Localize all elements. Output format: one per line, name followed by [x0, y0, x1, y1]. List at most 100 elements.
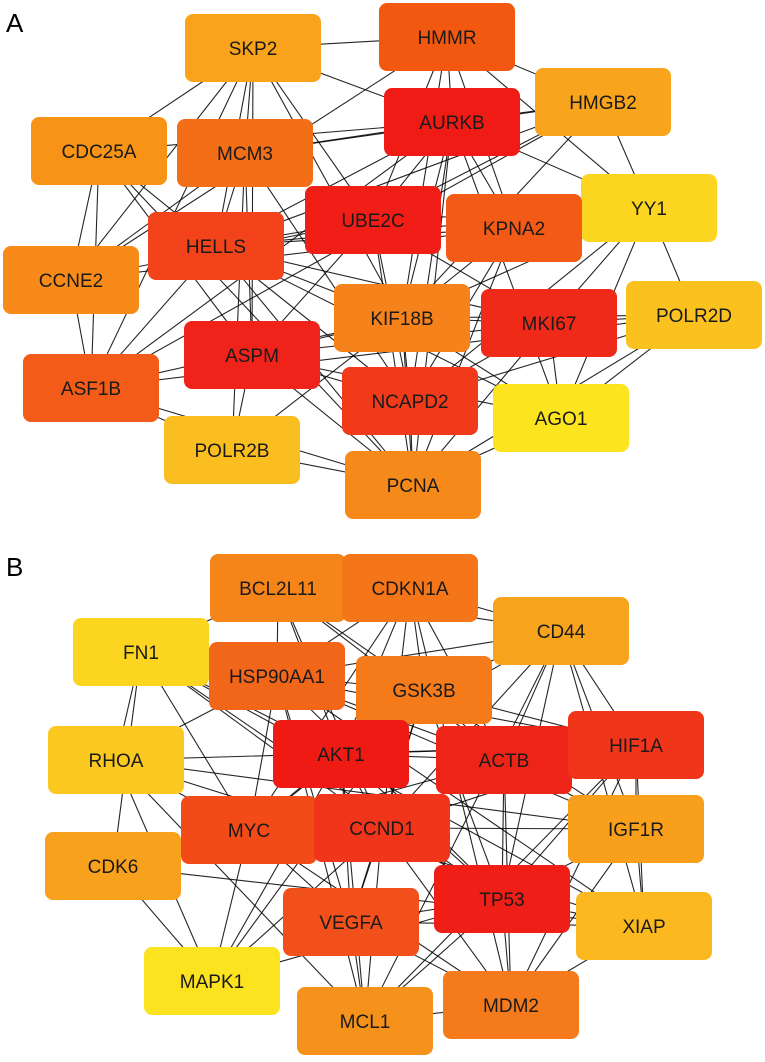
edge-skp2-aspm — [251, 47, 254, 356]
node-label-vegfa: VEGFA — [319, 913, 383, 934]
panel-b: B BCL2L11 CDKN1A FN1 CD44 HSP90AA1 GSK3B RHOA A… — [6, 552, 712, 1055]
edge-skp2-kif18b — [252, 47, 403, 319]
node-label-cdkn1a: CDKN1A — [371, 579, 448, 600]
edge-mcm3-polr2b — [231, 152, 246, 451]
node-kif18b[interactable]: KIF18B — [334, 284, 470, 352]
node-box-asf1b — [23, 354, 159, 422]
node-box-hsp90aa1 — [209, 642, 345, 710]
node-box-polr2b — [164, 416, 300, 484]
node-box-cdkn1a — [342, 554, 478, 622]
node-box-hmmr — [379, 3, 515, 71]
node-hsp90aa1[interactable]: HSP90AA1 — [209, 642, 345, 710]
node-label-ccnd1: CCND1 — [349, 819, 414, 840]
node-label-mdm2: MDM2 — [483, 996, 539, 1017]
node-pcna[interactable]: PCNA — [345, 451, 481, 519]
node-gsk3b[interactable]: GSK3B — [356, 656, 492, 724]
node-box-ccne2 — [3, 246, 139, 314]
node-rhoa[interactable]: RHOA — [48, 726, 184, 794]
node-label-hmmr: HMMR — [417, 28, 476, 49]
node-cd44[interactable]: CD44 — [493, 597, 629, 665]
node-label-asf1b: ASF1B — [61, 379, 121, 400]
node-label-hif1a: HIF1A — [609, 736, 663, 757]
node-label-polr2d: POLR2D — [656, 306, 732, 327]
node-label-cdk6: CDK6 — [88, 857, 139, 878]
node-box-yy1 — [581, 174, 717, 242]
node-polr2d[interactable]: POLR2D — [626, 281, 762, 349]
node-label-ccne2: CCNE2 — [39, 271, 103, 292]
node-hmgb2[interactable]: HMGB2 — [535, 68, 671, 136]
edge-rhoa-mcl1 — [115, 759, 366, 1022]
node-hmmr[interactable]: HMMR — [379, 3, 515, 71]
node-mki67[interactable]: MKI67 — [481, 289, 617, 357]
node-ccnd1[interactable]: CCND1 — [314, 794, 450, 862]
node-tp53[interactable]: TP53 — [434, 865, 570, 933]
node-vegfa[interactable]: VEGFA — [283, 888, 419, 956]
node-label-gsk3b: GSK3B — [392, 681, 455, 702]
node-box-cdk6 — [45, 832, 181, 900]
node-box-skp2 — [185, 14, 321, 82]
node-cdc25a[interactable]: CDC25A — [31, 117, 167, 185]
node-fn1[interactable]: FN1 — [73, 618, 209, 686]
node-asf1b[interactable]: ASF1B — [23, 354, 159, 422]
node-box-tp53 — [434, 865, 570, 933]
node-ube2c[interactable]: UBE2C — [305, 186, 441, 254]
node-cdk6[interactable]: CDK6 — [45, 832, 181, 900]
node-mdm2[interactable]: MDM2 — [443, 971, 579, 1039]
node-bcl2l11[interactable]: BCL2L11 — [210, 554, 346, 622]
node-label-hsp90aa1: HSP90AA1 — [229, 667, 325, 688]
node-label-cdc25a: CDC25A — [62, 142, 137, 163]
node-kpna2[interactable]: KPNA2 — [446, 194, 582, 262]
node-box-aurkb — [384, 88, 520, 156]
node-box-mki67 — [481, 289, 617, 357]
node-label-ncapd2: NCAPD2 — [371, 392, 448, 413]
edge-ube2c-pcna — [372, 219, 414, 486]
node-label-pcna: PCNA — [387, 476, 440, 497]
nodes-a: HMMR SKP2 AURKB HMGB2 CDC25A MCM3 YY1 UBE2C KPNA… — [3, 3, 762, 519]
node-box-bcl2l11 — [210, 554, 346, 622]
node-label-xiap: XIAP — [622, 917, 665, 938]
node-akt1[interactable]: AKT1 — [273, 720, 409, 788]
edge-hsp90aa1-xiap — [276, 675, 645, 927]
node-mcm3[interactable]: MCM3 — [177, 119, 313, 187]
node-actb[interactable]: ACTB — [436, 726, 572, 794]
node-label-tp53: TP53 — [479, 890, 524, 911]
edge-hif1a-mdm2 — [510, 744, 637, 1006]
node-box-mapk1 — [144, 947, 280, 1015]
node-xiap[interactable]: XIAP — [576, 892, 712, 960]
node-aurkb[interactable]: AURKB — [384, 88, 520, 156]
node-label-aurkb: AURKB — [419, 113, 484, 134]
node-hif1a[interactable]: HIF1A — [568, 711, 704, 779]
node-label-ube2c: UBE2C — [341, 211, 404, 232]
node-box-mcm3 — [177, 119, 313, 187]
node-yy1[interactable]: YY1 — [581, 174, 717, 242]
node-label-kpna2: KPNA2 — [483, 219, 545, 240]
node-box-mdm2 — [443, 971, 579, 1039]
node-label-igf1r: IGF1R — [608, 820, 664, 841]
edge-aurkb-ncapd2 — [409, 121, 453, 402]
node-aspm[interactable]: ASPM — [184, 321, 320, 389]
node-igf1r[interactable]: IGF1R — [568, 795, 704, 863]
node-ncapd2[interactable]: NCAPD2 — [342, 367, 478, 435]
node-myc[interactable]: MYC — [181, 796, 317, 864]
node-label-mcm3: MCM3 — [217, 144, 273, 165]
node-cdkn1a[interactable]: CDKN1A — [342, 554, 478, 622]
node-box-myc — [181, 796, 317, 864]
node-mcl1[interactable]: MCL1 — [297, 987, 433, 1055]
node-label-ago1: AGO1 — [535, 409, 588, 430]
node-box-hells — [148, 212, 284, 280]
node-ccne2[interactable]: CCNE2 — [3, 246, 139, 314]
edge-gsk3b-tp53 — [423, 689, 503, 900]
node-label-mapk1: MAPK1 — [180, 972, 244, 993]
node-skp2[interactable]: SKP2 — [185, 14, 321, 82]
node-hells[interactable]: HELLS — [148, 212, 284, 280]
node-label-cd44: CD44 — [537, 622, 586, 643]
node-label-polr2b: POLR2B — [195, 441, 270, 462]
node-mapk1[interactable]: MAPK1 — [144, 947, 280, 1015]
node-label-myc: MYC — [228, 821, 270, 842]
node-ago1[interactable]: AGO1 — [493, 384, 629, 452]
node-polr2b[interactable]: POLR2B — [164, 416, 300, 484]
edge-aurkb-ago1 — [451, 121, 562, 419]
edge-hmmr-kif18b — [401, 36, 448, 319]
node-box-actb — [436, 726, 572, 794]
edge-akt1-mapk1 — [211, 753, 342, 982]
